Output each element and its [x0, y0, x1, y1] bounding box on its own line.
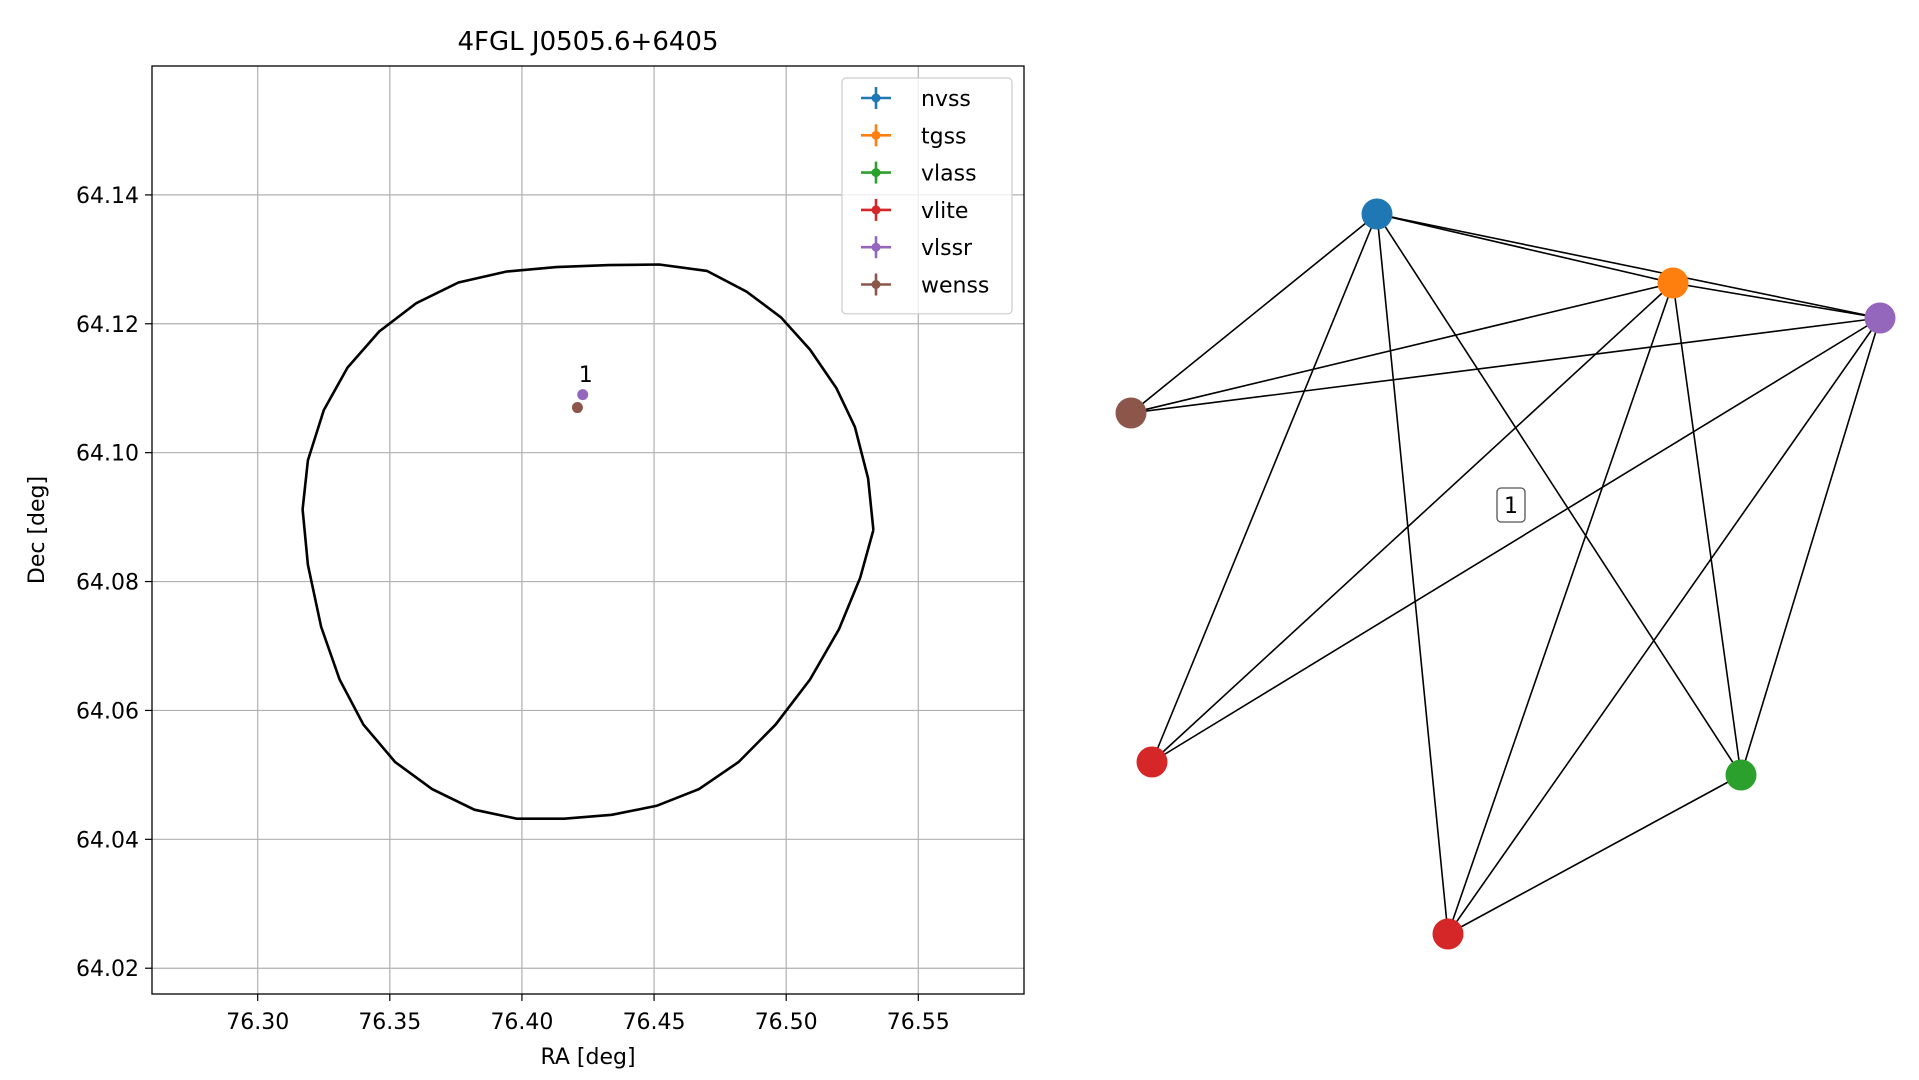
x-tick-label: 76.35 [358, 1010, 421, 1035]
legend-marker-dot [871, 168, 881, 178]
legend-label: vlssr [921, 236, 973, 261]
graph-edge [1130, 317, 1881, 414]
x-axis-label: RA [deg] [540, 1045, 635, 1070]
graph-node [1361, 198, 1393, 230]
graph-edge [1447, 317, 1881, 935]
legend-marker-dot [871, 280, 881, 289]
legend-marker-dot [871, 93, 881, 103]
legend-items: nvss tgss vlass vlite vlssr wenss [861, 87, 989, 299]
x-tick-label: 76.30 [226, 1010, 289, 1035]
graph-edge [1672, 282, 1742, 776]
y-axis-label: Dec [deg] [25, 476, 50, 584]
y-tick-label: 64.02 [76, 957, 139, 982]
graph-node [1864, 302, 1896, 334]
graph-node [1136, 746, 1168, 778]
graph-edge [1672, 282, 1881, 319]
y-axis-ticks: 64.02 64.04 64.06 64.08 64.10 64.12 64.14 [76, 184, 152, 982]
graph-node [1725, 759, 1757, 791]
point-annotation: 1 [579, 363, 593, 388]
legend-item-tgss: tgss [861, 124, 967, 149]
y-tick-label: 64.12 [76, 313, 139, 338]
legend-label: vlass [921, 162, 977, 187]
scatter-plot: 1 76.30 76.35 76.40 76.45 76.50 76.55 64.0264… [25, 27, 1025, 1070]
graph-edge [1151, 282, 1674, 763]
graph-label: 1 [1496, 487, 1526, 523]
graph-edge [1740, 317, 1881, 776]
point-wenss [571, 402, 583, 414]
data-points: 1 [571, 363, 593, 414]
graph-edges [1130, 213, 1881, 935]
x-tick-label: 76.55 [887, 1010, 950, 1035]
ellipse-outline [301, 263, 875, 821]
legend-marker-dot [871, 205, 881, 215]
legend-item-vlssr: vlssr [861, 236, 973, 261]
legend-marker-dot [871, 130, 881, 140]
graph-edge [1447, 774, 1742, 935]
network-graph: 1 [1115, 198, 1896, 950]
graph-nodes [1115, 198, 1896, 950]
x-tick-label: 76.45 [623, 1010, 686, 1035]
x-tick-label: 76.40 [490, 1010, 553, 1035]
x-axis-ticks: 76.30 76.35 76.40 76.45 76.50 76.55 [226, 994, 950, 1035]
legend-label: tgss [921, 124, 967, 149]
y-tick-label: 64.08 [76, 571, 139, 596]
uncertainty-ellipse [301, 263, 875, 821]
graph-edge [1130, 282, 1674, 414]
graph-edge [1151, 213, 1378, 763]
y-tick-label: 64.10 [76, 442, 139, 467]
graph-node [1657, 267, 1689, 299]
y-tick-label: 64.14 [76, 184, 139, 209]
graph-label-text: 1 [1504, 494, 1518, 519]
graph-edge [1447, 282, 1674, 935]
graph-edge [1376, 213, 1881, 319]
legend-item-vlite: vlite [861, 198, 968, 224]
graph-edge [1151, 317, 1881, 763]
axes-frame [151, 65, 1025, 995]
legend-item-vlass: vlass [861, 161, 977, 187]
graph-node [1115, 397, 1147, 429]
legend-box [841, 77, 1013, 315]
graph-node [1432, 918, 1464, 950]
y-tick-label: 64.04 [76, 828, 139, 853]
graph-edge [1130, 213, 1378, 414]
y-tick-label: 64.06 [76, 699, 139, 724]
x-tick-label: 76.50 [755, 1010, 818, 1035]
plot-title: 4FGL J0505.6+6405 [458, 27, 719, 57]
legend-label: nvss [921, 87, 971, 112]
legend-item-nvss: nvss [861, 87, 971, 112]
graph-edge [1376, 213, 1742, 776]
legend-marker-dot [871, 242, 881, 252]
legend-label: wenss [921, 274, 989, 299]
point-vlssr [577, 389, 589, 401]
legend-item-wenss: wenss [861, 273, 989, 299]
legend-label: vlite [921, 199, 968, 224]
graph-edge [1376, 213, 1674, 284]
graph-edge [1376, 213, 1449, 935]
graph-label-box [1496, 487, 1526, 523]
legend: nvss tgss vlass vlite vlssr wenss [841, 77, 1013, 315]
